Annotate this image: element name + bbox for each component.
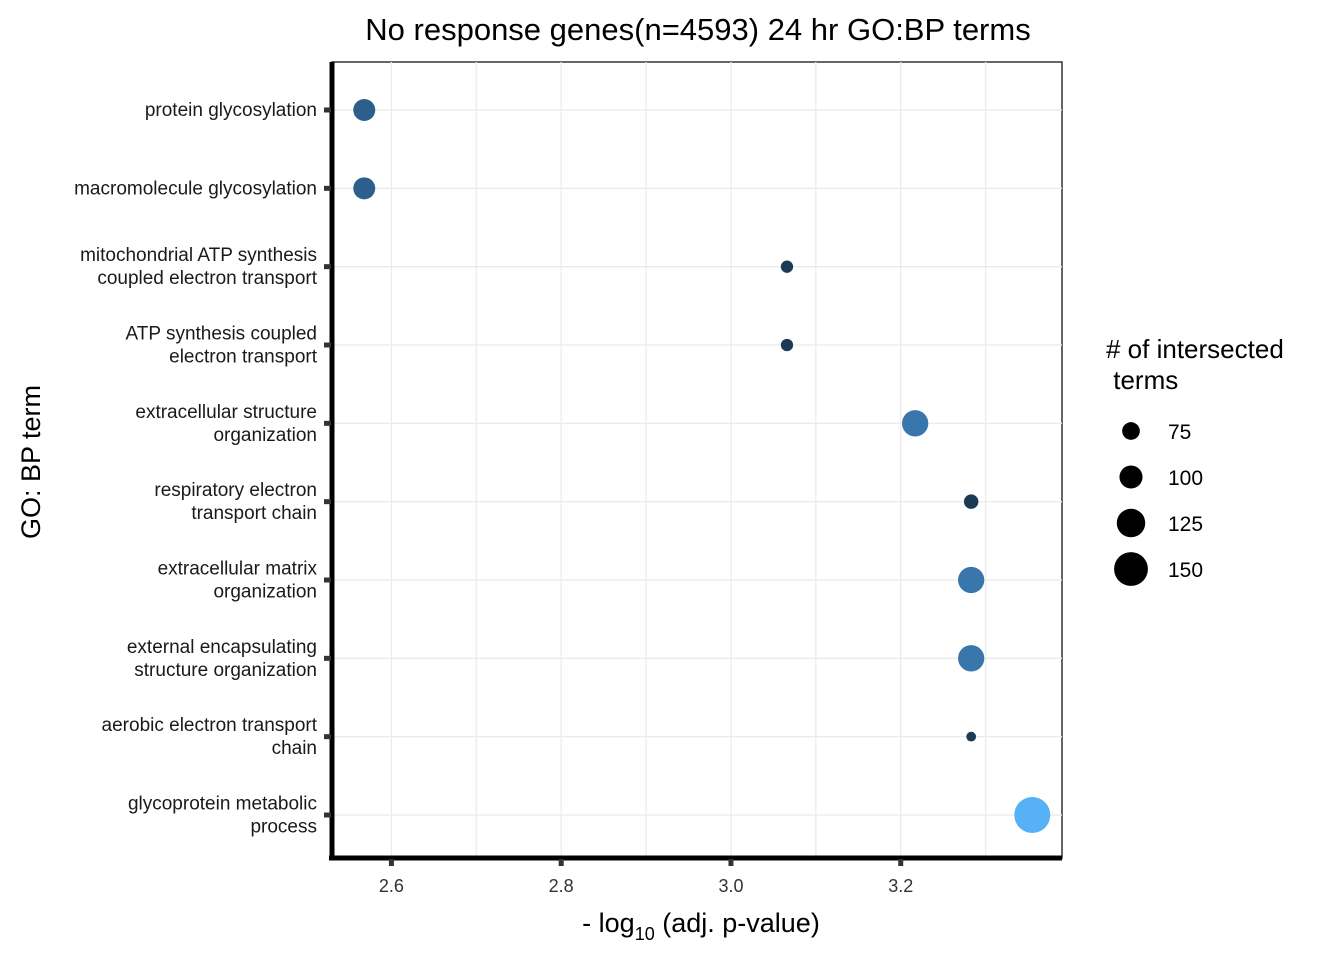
y-tick-labels: protein glycosylation macromolecule glyco… xyxy=(74,100,331,838)
data-points xyxy=(353,99,1051,833)
legend-key xyxy=(1122,422,1140,440)
y-tick-label: mitochondrial ATP synthesis coupled elect… xyxy=(80,245,318,289)
y-tick-label: extracellular structure organization xyxy=(135,402,317,446)
legend-key xyxy=(1114,552,1148,586)
y-tick-label: ATP synthesis coupled electron transport xyxy=(125,324,317,368)
legend-label: 150 xyxy=(1168,559,1203,582)
x-tick-labels: 2.6 2.8 3.0 3.2 xyxy=(379,859,913,896)
data-point xyxy=(780,260,794,273)
data-point xyxy=(1014,797,1051,833)
x-tick-label: 3.2 xyxy=(888,876,913,896)
y-tick-label: aerobic electron transport chain xyxy=(102,715,318,759)
y-tick-label: macromolecule glycosylation xyxy=(74,178,317,199)
x-tick-label: 2.8 xyxy=(549,876,574,896)
data-point xyxy=(353,177,376,200)
gridlines xyxy=(332,62,1062,858)
y-tick-label: respiratory electron transport chain xyxy=(154,480,317,524)
legend-label: 75 xyxy=(1168,421,1191,444)
y-axis-title: GO: BP term xyxy=(16,385,46,539)
data-point xyxy=(963,494,979,509)
data-point xyxy=(901,410,929,437)
y-tick-label: external encapsulating structure organiza… xyxy=(127,637,317,681)
data-point xyxy=(780,338,794,352)
legend-keys: 75 100 125 150 xyxy=(1114,421,1203,586)
x-tick-label: 2.6 xyxy=(379,876,404,896)
legend-title-line-1: # of intersected xyxy=(1106,334,1284,364)
legend-key xyxy=(1119,465,1143,489)
legend-key xyxy=(1116,508,1146,538)
x-tick-label: 3.0 xyxy=(718,876,743,896)
y-tick-label: extracellular matrix organization xyxy=(158,559,318,603)
legend-label: 100 xyxy=(1168,467,1203,490)
legend: # of intersected terms 75 100 125 150 xyxy=(1106,334,1291,586)
y-tick-label: glycoprotein metabolic process xyxy=(128,794,317,838)
y-tick-label: protein glycosylation xyxy=(145,100,317,121)
x-axis-title: - log10 (adj. p-value) xyxy=(582,908,820,944)
data-point xyxy=(958,645,985,672)
data-point xyxy=(966,731,977,742)
chart-title: No response genes(n=4593) 24 hr GO:BP te… xyxy=(365,12,1030,47)
plot-panel xyxy=(331,61,1063,859)
data-point xyxy=(353,99,376,121)
legend-title: # of intersected terms xyxy=(1106,334,1291,395)
legend-label: 125 xyxy=(1168,513,1203,536)
data-point xyxy=(958,566,985,594)
legend-title-line-2: terms xyxy=(1106,365,1178,395)
